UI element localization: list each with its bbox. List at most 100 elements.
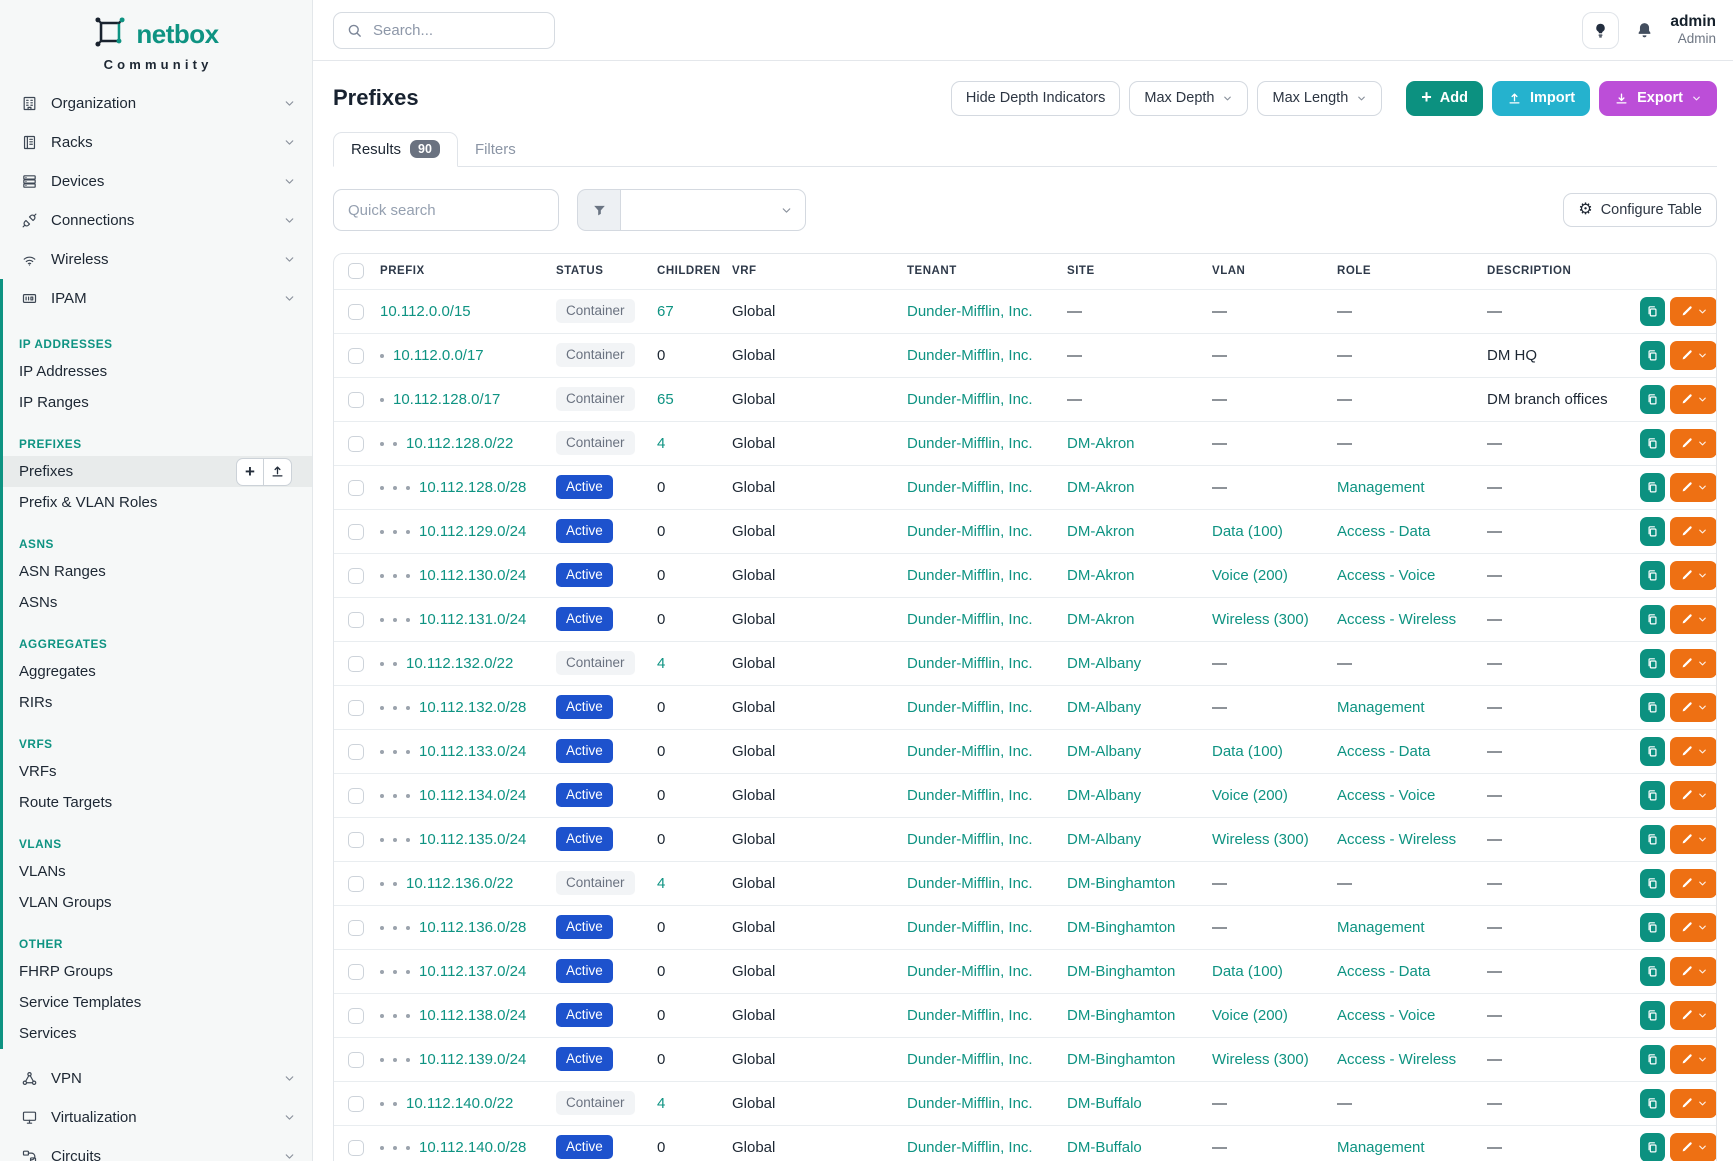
role-link[interactable]: Access - Voice — [1337, 566, 1436, 584]
clone-button[interactable] — [1640, 472, 1665, 502]
vlan-link[interactable]: Voice (200) — [1212, 786, 1288, 804]
role-link[interactable]: Access - Data — [1337, 742, 1431, 760]
edit-button[interactable] — [1670, 736, 1716, 766]
edit-button[interactable] — [1670, 824, 1716, 854]
site-link[interactable]: DM-Buffalo — [1067, 1094, 1142, 1112]
clone-button[interactable] — [1640, 736, 1665, 766]
row-checkbox[interactable] — [348, 479, 364, 496]
prefix-link[interactable]: 10.112.135.0/24 — [419, 830, 527, 848]
tenant-link[interactable]: Dunder-Mifflin, Inc. — [907, 918, 1033, 936]
site-link[interactable]: DM-Albany — [1067, 830, 1142, 848]
global-search[interactable] — [333, 11, 555, 49]
tenant-link[interactable]: Dunder-Mifflin, Inc. — [907, 962, 1033, 980]
vlan-link[interactable]: Wireless (300) — [1212, 1050, 1309, 1068]
children-count-link[interactable]: 65 — [657, 390, 674, 408]
tenant-link[interactable]: Dunder-Mifflin, Inc. — [907, 1094, 1033, 1112]
prefix-link[interactable]: 10.112.128.0/17 — [393, 390, 501, 408]
saved-filter-select[interactable] — [620, 189, 806, 231]
role-link[interactable]: Access - Voice — [1337, 1006, 1436, 1024]
search-input[interactable] — [373, 21, 542, 39]
tenant-link[interactable]: Dunder-Mifflin, Inc. — [907, 390, 1033, 408]
add-prefix-button[interactable]: + — [236, 457, 264, 486]
site-link[interactable]: DM-Albany — [1067, 742, 1142, 760]
row-checkbox[interactable] — [348, 567, 364, 584]
row-checkbox[interactable] — [348, 435, 364, 452]
edit-button[interactable] — [1670, 428, 1716, 458]
children-count-link[interactable]: 4 — [657, 1094, 666, 1112]
clone-button[interactable] — [1640, 912, 1665, 942]
site-link[interactable]: DM-Buffalo — [1067, 1138, 1142, 1156]
clone-button[interactable] — [1640, 868, 1665, 898]
max-depth-button[interactable]: Max Depth — [1129, 80, 1249, 116]
clone-button[interactable] — [1640, 648, 1665, 678]
role-link[interactable]: Access - Wireless — [1337, 830, 1457, 848]
row-checkbox[interactable] — [348, 523, 364, 540]
vlan-link[interactable]: Voice (200) — [1212, 566, 1288, 584]
import-prefixes-button[interactable] — [264, 457, 292, 486]
edit-button[interactable] — [1670, 912, 1716, 942]
clone-button[interactable] — [1640, 1044, 1665, 1074]
edit-button[interactable] — [1670, 648, 1716, 678]
sidebar-item-ip-ranges[interactable]: IP Ranges — [19, 394, 89, 411]
row-checkbox[interactable] — [348, 875, 364, 892]
sidebar-item-route-targets[interactable]: Route Targets — [19, 794, 113, 811]
prefix-link[interactable]: 10.112.132.0/28 — [419, 698, 527, 716]
notifications-button[interactable] — [1634, 20, 1655, 41]
site-link[interactable]: DM-Akron — [1067, 434, 1135, 452]
sidebar-item-vlan-groups[interactable]: VLAN Groups — [19, 894, 112, 911]
prefix-link[interactable]: 10.112.140.0/28 — [419, 1138, 527, 1156]
role-link[interactable]: Access - Wireless — [1337, 610, 1457, 628]
prefix-link[interactable]: 10.112.0.0/15 — [380, 302, 471, 320]
sidebar-item-circuits[interactable]: Circuits — [0, 1137, 312, 1161]
tab-filters[interactable]: Filters — [474, 141, 516, 158]
sidebar-item-vrfs[interactable]: VRFs — [19, 763, 57, 780]
sidebar-item-wireless[interactable]: Wireless — [0, 240, 312, 279]
prefix-link[interactable]: 10.112.0.0/17 — [393, 346, 484, 364]
clone-button[interactable] — [1640, 692, 1665, 722]
clone-button[interactable] — [1640, 296, 1665, 326]
row-checkbox[interactable] — [348, 787, 364, 804]
edit-button[interactable] — [1670, 1000, 1716, 1030]
configure-table-button[interactable]: ⚙ Configure Table — [1563, 193, 1717, 227]
prefix-link[interactable]: 10.112.129.0/24 — [419, 522, 527, 540]
role-link[interactable]: Access - Data — [1337, 962, 1431, 980]
tenant-link[interactable]: Dunder-Mifflin, Inc. — [907, 742, 1033, 760]
row-checkbox[interactable] — [348, 303, 364, 320]
vlan-link[interactable]: Data (100) — [1212, 742, 1283, 760]
prefix-link[interactable]: 10.112.131.0/24 — [419, 610, 527, 628]
role-link[interactable]: Management — [1337, 698, 1425, 716]
prefix-link[interactable]: 10.112.134.0/24 — [419, 786, 527, 804]
add-button[interactable]: + Add — [1406, 80, 1483, 116]
tenant-link[interactable]: Dunder-Mifflin, Inc. — [907, 830, 1033, 848]
prefix-link[interactable]: 10.112.133.0/24 — [419, 742, 527, 760]
clone-button[interactable] — [1640, 560, 1665, 590]
row-checkbox[interactable] — [348, 1095, 364, 1112]
sidebar-item-ipam[interactable]: IPAM — [3, 279, 312, 318]
row-checkbox[interactable] — [348, 391, 364, 408]
tenant-link[interactable]: Dunder-Mifflin, Inc. — [907, 478, 1033, 496]
prefix-link[interactable]: 10.112.139.0/24 — [419, 1050, 527, 1068]
prefix-link[interactable]: 10.112.136.0/22 — [406, 874, 514, 892]
edit-button[interactable] — [1670, 472, 1716, 502]
row-checkbox[interactable] — [348, 655, 364, 672]
clone-button[interactable] — [1640, 340, 1665, 370]
sidebar-item-vlans[interactable]: VLANs — [19, 863, 66, 880]
edit-button[interactable] — [1670, 692, 1716, 722]
max-length-button[interactable]: Max Length — [1257, 80, 1383, 116]
tenant-link[interactable]: Dunder-Mifflin, Inc. — [907, 654, 1033, 672]
role-link[interactable]: Management — [1337, 478, 1425, 496]
clone-button[interactable] — [1640, 428, 1665, 458]
tenant-link[interactable]: Dunder-Mifflin, Inc. — [907, 434, 1033, 452]
clone-button[interactable] — [1640, 516, 1665, 546]
sidebar-item-aggregates[interactable]: Aggregates — [19, 663, 96, 680]
edit-button[interactable] — [1670, 340, 1716, 370]
site-link[interactable]: DM-Albany — [1067, 786, 1142, 804]
prefix-link[interactable]: 10.112.132.0/22 — [406, 654, 514, 672]
vlan-link[interactable]: Wireless (300) — [1212, 830, 1309, 848]
sidebar-item-racks[interactable]: Racks — [0, 123, 312, 162]
site-link[interactable]: DM-Binghamton — [1067, 918, 1176, 936]
role-link[interactable]: Access - Data — [1337, 522, 1431, 540]
hide-depth-indicators-button[interactable]: Hide Depth Indicators — [950, 80, 1121, 116]
prefix-link[interactable]: 10.112.138.0/24 — [419, 1006, 527, 1024]
site-link[interactable]: DM-Binghamton — [1067, 1050, 1176, 1068]
